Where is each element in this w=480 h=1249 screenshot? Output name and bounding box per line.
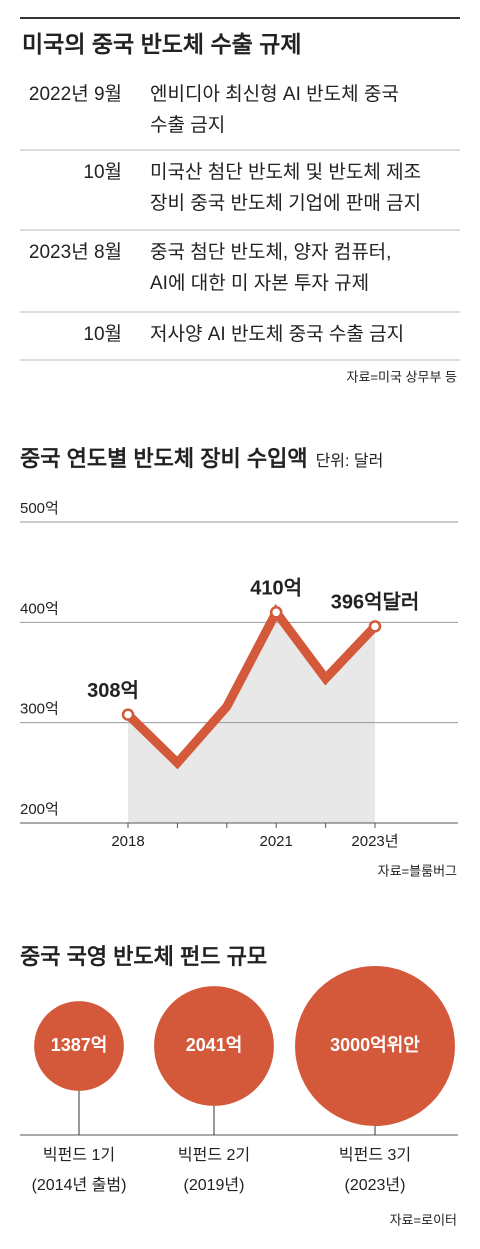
value-label: 308억 [87, 679, 139, 702]
line [124, 603, 379, 770]
point-marker [269, 606, 283, 619]
row-text: 장비 중국 반도체 기업에 판매 금지 [150, 192, 421, 214]
table-source: 자료=미국 상무부 등 [347, 369, 458, 384]
row-text: 저사양 AI 반도체 중국 수출 금지 [150, 323, 404, 345]
category-label: 빅펀드 3기 [339, 1146, 411, 1164]
value-label: 1387억 [51, 1035, 108, 1055]
point-marker [121, 708, 135, 721]
category-label: 빅펀드 1기 [43, 1146, 115, 1164]
x-tick-label: 2021 [260, 833, 293, 850]
row-text: AI에 대한 미 자본 투자 규제 [150, 272, 369, 294]
value-label: 410억 [250, 577, 302, 600]
point-marker [368, 620, 382, 633]
category-sublabel: (2023년) [345, 1176, 406, 1194]
bubble [154, 986, 274, 1106]
category-sublabel: (2019년) [184, 1176, 245, 1194]
value-label: 396억달러 [331, 591, 420, 614]
chart-source: 자료=로이터 [390, 1212, 457, 1227]
row-text: 수출 금지 [150, 114, 225, 136]
y-tick-label: 500억 [20, 500, 59, 517]
chart-unit: 단위: 달러 [316, 452, 384, 470]
x-tick-label: 2023년 [351, 833, 398, 850]
value-label: 3000억위안 [330, 1035, 420, 1055]
value-label: 2041억 [186, 1035, 243, 1055]
row-text: 엔비디아 최신형 AI 반도체 중국 [150, 83, 399, 105]
bubble [295, 966, 455, 1126]
row-date: 10월 [83, 323, 122, 345]
row-date: 2023년 8월 [29, 241, 122, 263]
chart-title: 중국 연도별 반도체 장비 수입액 [20, 446, 308, 471]
row-date: 10월 [83, 161, 122, 183]
y-tick-label: 400억 [20, 600, 59, 617]
row-text: 미국산 첨단 반도체 및 반도체 제조 [150, 161, 421, 183]
y-tick-label: 300억 [20, 701, 59, 718]
row-date: 2022년 9월 [29, 83, 122, 105]
category-sublabel: (2014년 출범) [32, 1176, 127, 1194]
x-tick-label: 2018 [111, 833, 144, 850]
row-text: 중국 첨단 반도체, 양자 컴퓨터, [150, 241, 391, 263]
chart-title: 중국 국영 반도체 펀드 규모 [20, 944, 267, 969]
table-title: 미국의 중국 반도체 수출 규제 [22, 31, 301, 57]
y-tick-label: 200억 [20, 801, 59, 818]
category-label: 빅펀드 2기 [178, 1146, 250, 1164]
chart-source: 자료=블룸버그 [378, 863, 457, 878]
area [128, 612, 375, 823]
bubble [34, 1001, 124, 1091]
